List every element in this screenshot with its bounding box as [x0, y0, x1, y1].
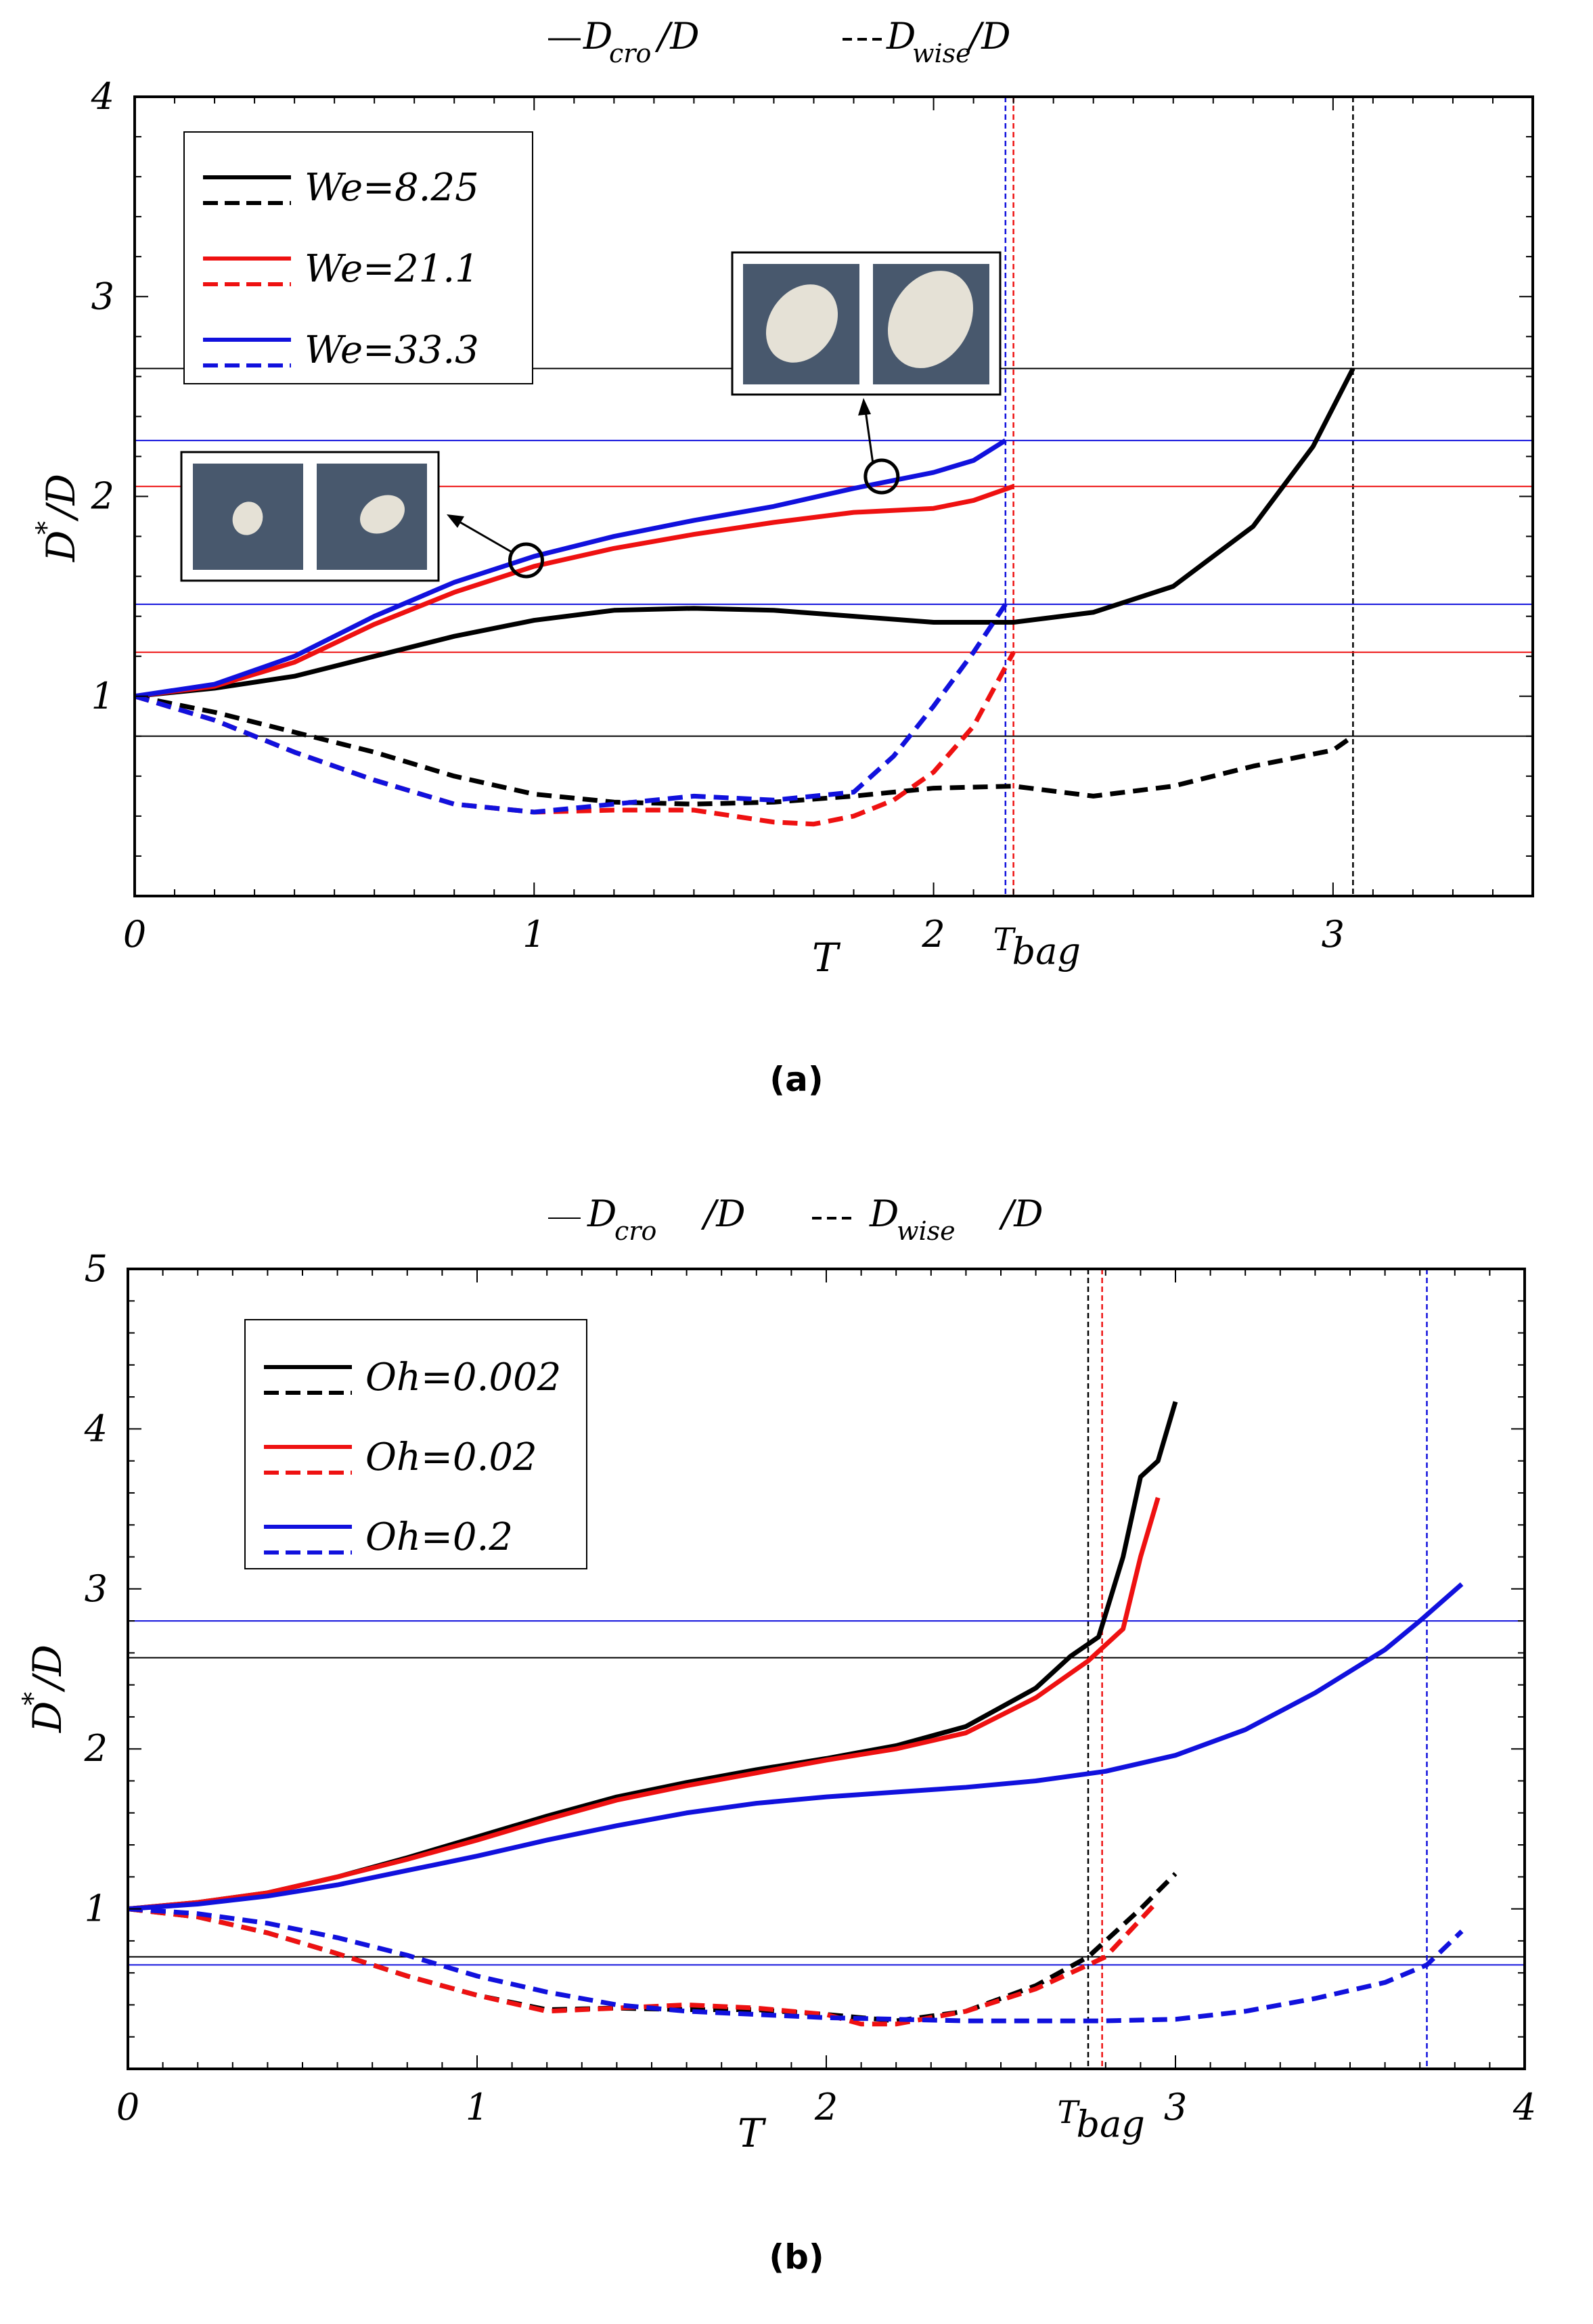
y-tick-label: 3	[85, 1567, 108, 1610]
x-tick-label: 3	[1322, 913, 1345, 956]
y-axis-label-tail: /D	[24, 1645, 70, 1693]
y-tick-label: 4	[84, 1407, 108, 1450]
header-dashed-sub: wise	[897, 1216, 956, 1246]
y-tick-label: 1	[91, 675, 114, 717]
y-axis-label-sup: *	[31, 521, 62, 535]
x-tick-label: 2	[814, 2086, 838, 2128]
x-tick-label: 4	[1512, 2086, 1536, 2128]
tbag-label-b: T bag	[1058, 2094, 1145, 2145]
series-a	[133, 367, 1355, 827]
legend-a: We=8.25 We=21.1 We=33.3	[183, 131, 533, 384]
header-legend-b: D cro /D D wise /D	[548, 1192, 1044, 1246]
x-tick-label: 3	[1164, 2086, 1187, 2128]
series-line-crosswise	[127, 1582, 1464, 1912]
reference-lines-b	[128, 1269, 1525, 2069]
header-dashed-tail: /D	[998, 1192, 1044, 1235]
header-legend-a: D cro /D D wise /D	[548, 15, 1011, 68]
x-tick-label: 0	[116, 2086, 139, 2128]
tbag-label-T: T	[1058, 2094, 1081, 2130]
tbag-label-a: T bag	[993, 921, 1081, 973]
y-axis-label-sup: *	[18, 1692, 49, 1705]
legend-b: Oh=0.002 Oh=0.02 Oh=0.2	[244, 1319, 587, 1569]
y-axis-label-a: D * /D	[31, 474, 84, 562]
series-line-crosswise	[127, 1497, 1161, 1912]
y-tick-label: 2	[91, 475, 114, 518]
droplet-icon	[232, 501, 263, 535]
chart-panel-a: D cro /D D wise /D 0 1 2 3 1 2 3 4 T D * /D T b…	[31, 15, 1534, 1099]
ticks-a	[134, 96, 1533, 897]
y-axis-label-tail: /D	[38, 474, 84, 522]
header-solid-tail: /D	[654, 15, 700, 58]
tick-labels-b: 0 1 2 3 4 1 2 3 4 5	[84, 1247, 1537, 2128]
ticks-b	[127, 1268, 1525, 2070]
tick-labels-a: 0 1 2 3 1 2 3 4	[91, 75, 1345, 956]
legend-label: Oh=0.02	[365, 1435, 537, 1479]
series-line-streamwise	[127, 1906, 1464, 2024]
droplet-inset-small	[180, 451, 512, 582]
y-tick-label: 1	[85, 1887, 108, 1930]
series-line-crosswise	[134, 367, 1355, 699]
y-axis-label-main: D	[24, 1701, 70, 1733]
droplet-icon	[888, 271, 973, 368]
legend-label: We=8.25	[305, 166, 479, 210]
header-solid-sub: cro	[609, 39, 651, 68]
tbag-label-sub: bag	[1077, 2103, 1145, 2145]
legend-label: We=33.3	[305, 328, 479, 372]
header-solid-tail: /D	[700, 1192, 746, 1235]
droplet-icon	[360, 495, 405, 534]
header-dashed-label: D	[886, 15, 916, 58]
tbag-label-T: T	[993, 921, 1016, 958]
header-dashed-label: D	[869, 1192, 899, 1235]
series-line-crosswise	[134, 438, 1007, 699]
header-solid-label: D	[583, 15, 612, 58]
series-line-streamwise	[127, 1899, 1160, 2027]
header-dashed-tail: /D	[966, 15, 1011, 58]
y-tick-label: 4	[91, 75, 114, 118]
tbag-label-sub: bag	[1012, 930, 1081, 973]
header-dashed-sub: wise	[912, 39, 971, 68]
x-tick-label: 0	[123, 913, 146, 956]
inset-marker-circle	[508, 542, 544, 579]
x-axis-label-a: T	[812, 935, 841, 981]
y-axis-label-main: D	[38, 530, 84, 562]
legend-label: Oh=0.2	[365, 1515, 513, 1559]
header-solid-sub: cro	[614, 1216, 656, 1246]
x-tick-label: 1	[522, 913, 545, 956]
caption-b: (b)	[769, 2237, 824, 2277]
series-b	[127, 1401, 1464, 2027]
legend-label: We=21.1	[305, 247, 479, 291]
caption-a: (a)	[769, 1060, 823, 1099]
y-tick-label: 3	[91, 275, 114, 317]
chart-panel-b: D cro /D D wise /D 0 1 2 3 4 1 2 3 4 5 T D * /D T…	[18, 1192, 1536, 2277]
series-line-streamwise	[133, 602, 1008, 815]
y-axis-label-b: D * /D	[18, 1645, 70, 1733]
x-axis-label-b: T	[738, 2110, 767, 2156]
header-solid-label: D	[587, 1192, 616, 1235]
legend-label: Oh=0.002	[365, 1356, 561, 1400]
y-tick-label: 2	[84, 1727, 108, 1770]
droplet-icon	[765, 284, 838, 363]
x-tick-label: 2	[921, 913, 945, 956]
droplet-inset-large	[731, 251, 1002, 464]
inset-marker-circle	[863, 458, 900, 495]
y-tick-label: 5	[85, 1247, 108, 1290]
inset-markers-a	[508, 458, 900, 579]
x-tick-label: 1	[466, 2086, 489, 2128]
series-line-crosswise	[134, 484, 1014, 699]
